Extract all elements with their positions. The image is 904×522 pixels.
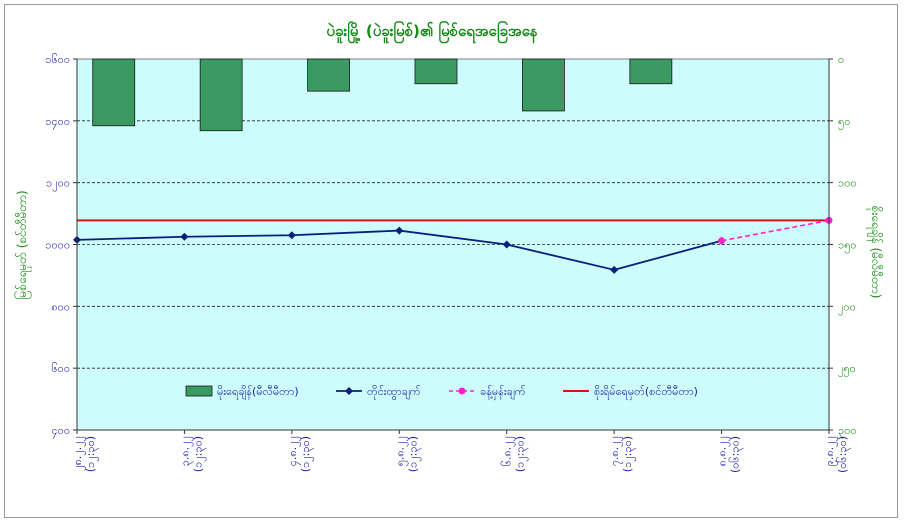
y-right-tick-label: ၃၀၀ [838, 424, 857, 439]
x-tick-label: ၄.၈.၂၂ (၁၂:၃၀) [286, 436, 314, 476]
measured-point [180, 232, 189, 241]
legend-label: မိုးရေချိန်(မီလီမီတာ) [217, 385, 299, 400]
y-left-tick-label: ၁၆၀၀ [45, 53, 70, 66]
x-tick-label: ၃.၈.၂၂ (၁၂:၃၀) [178, 436, 206, 476]
legend-label: တိုင်းထွာချက် [367, 385, 421, 400]
y-axis-right-title: စိုးရေချိန် (မီလီမီတာ) [866, 206, 884, 299]
x-tick-label: ၉.၈.၂၂ (၀၆:၃၀) [823, 436, 851, 477]
measured-point [287, 231, 296, 240]
y-left-tick-label: ၆၀၀ [51, 362, 70, 375]
legend-swatch-rainfall [185, 385, 213, 397]
x-tick-label: ၂၈.၂.၂၂ (၁၂:၃၀) [71, 436, 99, 476]
legend: မိုးရေချိန်(မီလီမီတာ) တိုင်းထွာချက် ခန့်မှ… [185, 385, 698, 400]
legend-marker-forecast [458, 387, 466, 395]
legend-label: ခန့်မှန်းချက် [480, 385, 526, 400]
x-tick-label: ၅.၈.၂၂ (၁၂:၃၀) [393, 436, 421, 476]
y-axis-left-title: မြစ်ရေမှတ် (စင်တီမီတာ) [13, 190, 32, 299]
y-right-tick-label: ၁၀၀ [838, 177, 857, 190]
axes: ၄၀၀ ၆၀၀ ၈၀၀ ၁၀၀၀ ၁၂၀၀ ၁၄၀၀ ၁၆၀၀ ၀၅၀၁၀၀၁၅၀၂၀၀၂၅၀… [45, 53, 856, 477]
rainfall-bar [629, 58, 673, 85]
y-left-tick-label: ၈၀၀ [51, 300, 70, 313]
rainfall-bar [92, 58, 136, 127]
forecast-line [721, 219, 830, 242]
y-left-tick-label: ၁၂၀၀ [46, 177, 70, 192]
x-tick-label: ၆.၈.၂၂ (၁၂:၃၀) [501, 436, 529, 476]
rainfall-bar [307, 58, 350, 92]
x-tick-label: ၇.၈.၂၂ (၁၂:၃၀) [608, 436, 636, 476]
y-right-tick-label: ၁၅၀ [838, 239, 857, 254]
y-left-tick-label: ၁၄၀၀ [45, 115, 70, 130]
rainfall-bars [92, 58, 673, 132]
measured-point [395, 226, 404, 235]
y-left-tick-label: ၁၀၀၀ [45, 239, 70, 252]
y-left-tick-label: ၄၀၀ [51, 424, 70, 439]
legend-label: စိုးရိမ်ရေမှတ်(စင်တီမီတာ) [594, 385, 698, 400]
y-right-tick-label: ၂၅၀ [838, 362, 856, 377]
y-right-tick-label: ၂၀၀ [838, 300, 856, 315]
data-lines [73, 216, 833, 274]
forecast-point [718, 237, 726, 245]
measured-point [502, 240, 511, 249]
chart-title: ပဲခူးမြို့ (ပဲခူးမြစ်)၏ မြစ်ရေအခြေအနေ [326, 20, 537, 44]
measured-point [610, 265, 619, 274]
x-tick-label: ၈.၈.၂၂ (၀၆:၃၀) [716, 436, 744, 477]
y-right-tick-label: ၅၀ [838, 115, 850, 130]
rainfall-bar [414, 58, 458, 85]
rainfall-bar [199, 58, 243, 132]
rainfall-bar [522, 58, 565, 112]
y-right-tick-label: ၀ [838, 53, 844, 66]
legend-marker-measured [345, 387, 353, 395]
